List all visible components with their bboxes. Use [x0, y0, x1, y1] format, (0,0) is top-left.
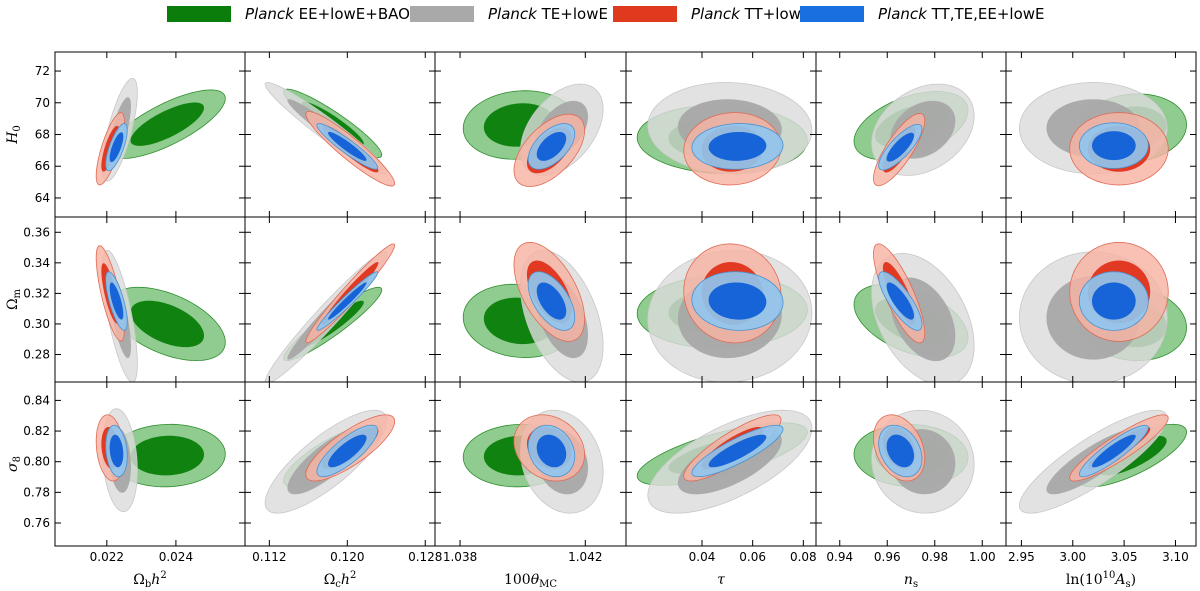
- x-axis-label: Ωch2: [324, 570, 357, 590]
- contour-tt-te-ee-lowe-68: [536, 282, 567, 320]
- contour-ee-lowe-bao-68: [130, 102, 205, 146]
- contour-tt-te-ee-lowe-68: [109, 282, 124, 320]
- legend-entry-ee-lowe-bao: Planck EE+lowE+BAO: [167, 3, 410, 25]
- x-axis-label: 100θMC: [504, 572, 557, 590]
- x-tick-label: 0.022: [90, 550, 124, 564]
- legend-swatch-red: [613, 6, 677, 22]
- legend-swatch-green: [167, 6, 231, 22]
- y-axis-label: σ8: [5, 456, 23, 472]
- contour-tt-te-ee-lowe-68: [328, 131, 367, 161]
- x-tick-label: 0.128: [408, 550, 442, 564]
- contour-tt-te-ee-lowe-68: [708, 434, 767, 468]
- y-tick-label: 0.36: [23, 225, 50, 239]
- x-tick-label: 0.120: [330, 550, 364, 564]
- contour-tt-te-ee-lowe-68: [1091, 131, 1136, 161]
- panel-2-4: [853, 409, 975, 514]
- legend-label: Planck TT+lowE: [691, 5, 811, 23]
- x-tick-label: 0.06: [739, 550, 766, 564]
- x-axis-label: ns: [904, 572, 918, 590]
- contour-tt-te-ee-lowe-68: [886, 132, 915, 162]
- y-tick-label: 66: [35, 159, 50, 173]
- panel-0-3: [636, 82, 813, 186]
- panel-0-1: [264, 82, 396, 187]
- y-tick-label: 0.32: [23, 286, 50, 300]
- x-tick-label: 0.94: [826, 550, 853, 564]
- y-tick-label: 0.76: [23, 516, 50, 530]
- x-tick-label: 0.112: [252, 550, 286, 564]
- x-tick-label: 0.024: [159, 550, 193, 564]
- panel-frame: [1005, 381, 1197, 547]
- y-tick-label: 0.78: [23, 485, 50, 499]
- y-tick-label: 0.82: [23, 424, 50, 438]
- panel-0-4: [853, 83, 975, 187]
- y-tick-label: 0.84: [23, 393, 50, 407]
- panel-1-3: [636, 243, 813, 382]
- x-tick-label: 1.042: [568, 550, 602, 564]
- contour-tt-te-ee-lowe-68: [886, 434, 915, 468]
- x-tick-label: 0.04: [689, 550, 716, 564]
- y-tick-label: 64: [35, 191, 50, 205]
- y-axis-label: H0: [5, 125, 23, 145]
- x-axis-label: ln(1010As): [1066, 570, 1136, 590]
- contour-tt-te-ee-lowe-68: [1091, 434, 1136, 468]
- x-tick-label: 0.98: [921, 550, 948, 564]
- contour-tt-te-ee-lowe-68: [109, 132, 124, 163]
- panel-0-2: [462, 83, 604, 187]
- panel-1-5: [1018, 241, 1187, 382]
- x-tick-label: 2.95: [1008, 550, 1035, 564]
- x-tick-label: 0.96: [874, 550, 901, 564]
- y-axis-label: Ωm: [5, 288, 23, 310]
- panel-0-0: [95, 77, 226, 186]
- legend: Planck EE+lowE+BAO Planck TE+lowE Planck…: [0, 0, 1200, 30]
- legend-entry-te-lowe: Planck TE+lowE: [410, 3, 608, 25]
- legend-swatch-gray: [410, 6, 474, 22]
- x-tick-label: 0.08: [790, 550, 817, 564]
- x-tick-label: 1.00: [969, 550, 996, 564]
- y-tick-label: 0.28: [23, 348, 50, 362]
- panel-0-5: [1018, 82, 1187, 186]
- legend-label: Planck TT,TE,EE+lowE: [878, 5, 1045, 23]
- panel-2-3: [636, 409, 813, 514]
- legend-label: Planck TE+lowE: [488, 5, 608, 23]
- panel-2-1: [264, 409, 396, 514]
- contour-ee-lowe-bao-68: [130, 435, 205, 476]
- legend-entry-tt-lowe: Planck TT+lowE: [613, 3, 810, 25]
- panel-1-2: [462, 241, 604, 382]
- contour-tt-te-ee-lowe-68: [886, 282, 915, 320]
- legend-label: Planck EE+lowE+BAO: [245, 5, 410, 23]
- y-tick-label: 68: [35, 128, 50, 142]
- panel-2-5: [1018, 409, 1187, 514]
- panel-1-1: [264, 243, 396, 382]
- contour-ee-lowe-bao-68: [130, 300, 205, 348]
- x-axis-label: τ: [717, 572, 725, 588]
- contour-tt-te-ee-lowe-68: [708, 282, 767, 320]
- y-tick-label: 0.30: [23, 317, 50, 331]
- legend-entry-tt-te-ee-lowe: Planck TT,TE,EE+lowE: [800, 3, 1045, 25]
- contour-tt-te-ee-lowe-68: [328, 434, 367, 468]
- x-tick-label: 3.05: [1111, 550, 1138, 564]
- contour-tt-te-ee-lowe-68: [708, 131, 767, 161]
- panel-2-2: [462, 409, 604, 514]
- y-tick-label: 0.80: [23, 455, 50, 469]
- y-tick-label: 72: [35, 64, 50, 78]
- contour-tt-te-ee-lowe-68: [109, 434, 124, 468]
- x-tick-label: 3.00: [1059, 550, 1086, 564]
- contour-tt-te-ee-lowe-68: [1091, 282, 1136, 320]
- y-tick-label: 0.34: [23, 256, 50, 270]
- y-tick-label: 70: [35, 96, 50, 110]
- contour-tt-te-ee-lowe-68: [328, 282, 367, 320]
- contour-tt-te-ee-lowe-68: [536, 131, 567, 161]
- x-tick-label: 3.10: [1162, 550, 1189, 564]
- contour-tt-te-ee-lowe-68: [536, 434, 567, 468]
- x-axis-label: Ωbh2: [133, 570, 166, 590]
- panel-2-0: [95, 408, 226, 513]
- panel-1-4: [853, 243, 975, 382]
- x-tick-label: 1.038: [443, 550, 477, 564]
- legend-swatch-blue: [800, 6, 864, 22]
- panel-1-0: [95, 245, 226, 382]
